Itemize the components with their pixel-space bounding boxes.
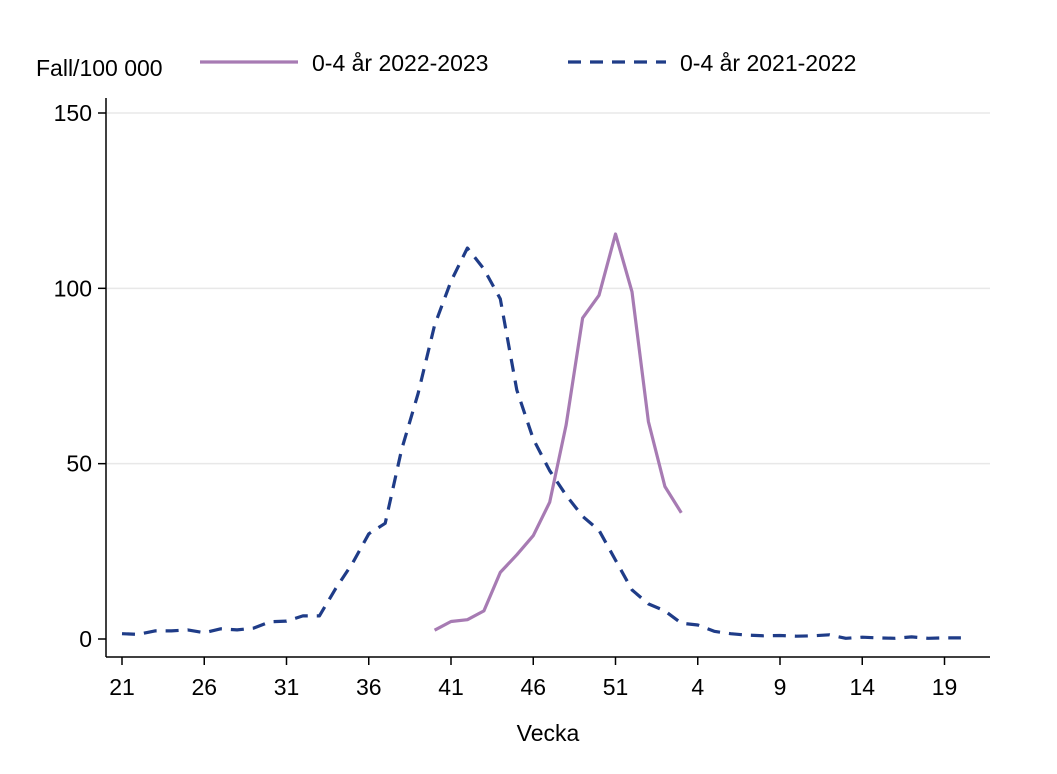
y-tick-label: 150 [54, 100, 92, 126]
y-tick-label: 0 [79, 626, 92, 652]
x-tick-label: 31 [274, 674, 300, 700]
y-axis-title: Fall/100 000 [36, 55, 163, 81]
x-tick-label: 4 [691, 674, 704, 700]
x-tick-label: 51 [603, 674, 629, 700]
x-axis-title: Vecka [517, 720, 580, 746]
x-tick-label: 19 [932, 674, 958, 700]
y-tick-label: 50 [66, 451, 92, 477]
x-tick-label: 9 [774, 674, 787, 700]
x-tick-label: 21 [109, 674, 135, 700]
x-tick-label: 26 [191, 674, 217, 700]
y-tick-label: 100 [54, 275, 92, 301]
series-line-1 [433, 232, 683, 632]
legend-label-1: 0-4 år 2022-2023 [312, 50, 488, 76]
legend-label-2: 0-4 år 2021-2022 [680, 50, 856, 76]
x-tick-label: 14 [849, 674, 875, 700]
series-line-2 [121, 246, 961, 640]
x-tick-label: 41 [438, 674, 464, 700]
x-tick-label: 46 [520, 674, 546, 700]
x-tick-label: 36 [356, 674, 382, 700]
